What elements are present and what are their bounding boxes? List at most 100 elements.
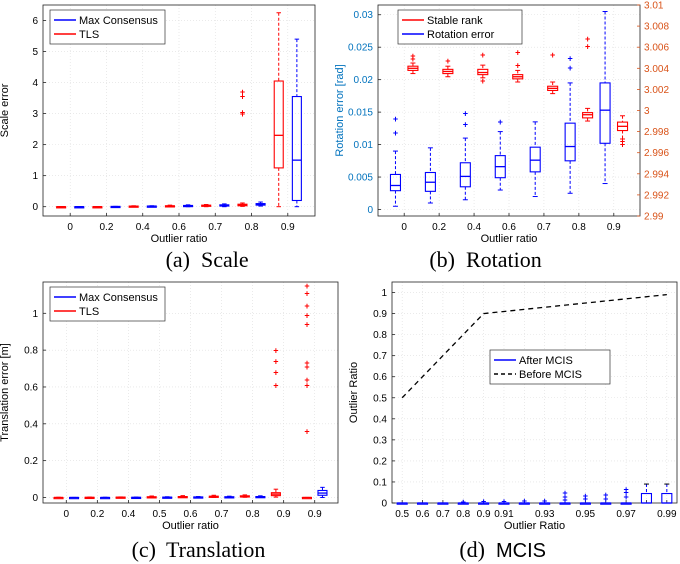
y-tick-label: 0 bbox=[381, 499, 387, 510]
y-tick-label: 1 bbox=[381, 288, 387, 299]
outlier-marker: + bbox=[501, 497, 506, 507]
box-rotation-error bbox=[389, 150, 402, 207]
box-after-mcis bbox=[640, 483, 653, 504]
outlier-marker: + bbox=[515, 48, 520, 58]
y-tick-label: 0.6 bbox=[24, 382, 38, 393]
y-tick-label: 4 bbox=[32, 78, 38, 89]
box-stable-rank bbox=[582, 107, 594, 122]
y-tick-label: 0.4 bbox=[24, 419, 38, 430]
outlier-marker: + bbox=[498, 117, 503, 127]
box-tls bbox=[146, 495, 157, 499]
box-after-mcis bbox=[478, 502, 490, 505]
box-after-mcis bbox=[600, 502, 612, 505]
legend: After MCIS Before MCIS bbox=[489, 349, 611, 385]
outlier-marker: + bbox=[583, 491, 588, 501]
y-tick-label: 0.005 bbox=[348, 173, 373, 184]
outlier-marker: + bbox=[461, 497, 466, 507]
outlier-marker: + bbox=[480, 50, 485, 60]
y2-tick-label: 3.006 bbox=[644, 43, 669, 54]
y-tick-label: 6 bbox=[32, 16, 38, 27]
outlier-marker: + bbox=[273, 345, 278, 355]
box-iqr bbox=[599, 82, 611, 144]
y2-tick-label: 2.994 bbox=[644, 169, 669, 180]
box-stable-rank bbox=[616, 115, 629, 140]
box-tls bbox=[115, 496, 126, 499]
x-tick-label: 0.8 bbox=[245, 222, 259, 233]
x-tick-label: 0 bbox=[401, 222, 407, 233]
outlier-marker: + bbox=[562, 488, 567, 498]
box-max-consensus bbox=[110, 205, 121, 209]
legend-label: Rotation error bbox=[427, 29, 495, 41]
y-tick-label: 0.02 bbox=[354, 75, 374, 86]
x-tick-label: 0.7 bbox=[208, 222, 222, 233]
outlier-marker: + bbox=[304, 375, 309, 385]
outlier-marker: + bbox=[240, 87, 245, 97]
outlier-marker: + bbox=[620, 139, 625, 149]
outlier-marker: + bbox=[522, 496, 527, 506]
box-max-consensus bbox=[219, 203, 230, 208]
y-tick-label: 0 bbox=[32, 202, 38, 213]
box-max-consensus bbox=[146, 205, 157, 208]
outlier-marker: + bbox=[481, 497, 486, 507]
x-tick-label: 0.9 bbox=[607, 222, 621, 233]
y-tick-label: 0.03 bbox=[354, 10, 374, 21]
caption-c-label: (c) bbox=[132, 537, 156, 562]
x-tick-label: 0.2 bbox=[100, 222, 114, 233]
y-tick-label: 0.9 bbox=[373, 309, 387, 320]
outlier-marker: + bbox=[562, 495, 567, 505]
box-max-consensus bbox=[317, 486, 328, 498]
y2-tick-label: 3.002 bbox=[644, 85, 669, 96]
outlier-marker: + bbox=[603, 490, 608, 500]
y-tick-label: 1 bbox=[32, 309, 38, 320]
outlier-marker: + bbox=[240, 107, 245, 117]
box-tls bbox=[128, 205, 139, 208]
outlier-marker: + bbox=[550, 50, 555, 60]
y2-tick-label: 3 bbox=[644, 106, 650, 117]
outlier-marker: + bbox=[410, 51, 415, 61]
legend: Stable rank Rotation error bbox=[397, 9, 523, 45]
x-tick-label: 0.9 bbox=[281, 222, 295, 233]
x-tick-label: 0.8 bbox=[456, 509, 470, 520]
legend-label: Stable rank bbox=[427, 15, 483, 27]
box-after-mcis bbox=[457, 502, 469, 505]
legend-label: Max Consensus bbox=[79, 15, 158, 27]
before-mcis-line bbox=[401, 293, 667, 399]
legend-box bbox=[49, 9, 166, 45]
box-rotation-error bbox=[564, 82, 576, 194]
y-tick-label: 0.015 bbox=[348, 108, 373, 119]
outlier-marker: + bbox=[583, 494, 588, 504]
x-tick-label: 0.91 bbox=[494, 509, 514, 520]
y-tick-label: 0.8 bbox=[24, 346, 38, 357]
plot-area bbox=[392, 282, 677, 503]
panel-c: 0 0.2 0.4 0.6 0.8 1 0 0.2 0.4 0.5 0.6 0.7 0.8 0.9 0.9 O… bbox=[0, 281, 339, 562]
x-tick-label: 0.2 bbox=[432, 222, 446, 233]
outlier-marker: + bbox=[304, 380, 309, 390]
outlier-marker: + bbox=[304, 426, 309, 436]
outlier-marker: + bbox=[623, 488, 628, 498]
box-iqr bbox=[389, 173, 402, 192]
outlier-marker: + bbox=[393, 114, 398, 124]
x-tick-label: 0.5 bbox=[152, 509, 166, 520]
box-iqr bbox=[564, 122, 576, 162]
box-iqr bbox=[273, 80, 284, 169]
outlier-marker: + bbox=[568, 53, 573, 63]
box-rotation-error bbox=[494, 131, 506, 191]
x-tick-label: 0.2 bbox=[90, 509, 104, 520]
box-stable-rank bbox=[477, 64, 489, 79]
outlier-marker: + bbox=[568, 63, 573, 73]
outlier-marker: + bbox=[304, 288, 309, 298]
outlier-marker: + bbox=[445, 56, 450, 66]
legend-label: After MCIS bbox=[519, 355, 573, 367]
outlier-marker: + bbox=[480, 76, 485, 86]
outlier-marker: + bbox=[623, 485, 628, 495]
outlier-marker: + bbox=[542, 496, 547, 506]
outlier-marker: + bbox=[304, 358, 309, 368]
box-tls bbox=[177, 495, 188, 499]
caption-a-name: Scale bbox=[201, 247, 249, 272]
y-tick-label: 0.8 bbox=[373, 330, 387, 341]
box-after-mcis bbox=[559, 502, 571, 505]
box-max-consensus bbox=[162, 496, 173, 499]
y-tick-label: 0.2 bbox=[373, 456, 387, 467]
y-tick-label: 0.4 bbox=[373, 414, 387, 425]
